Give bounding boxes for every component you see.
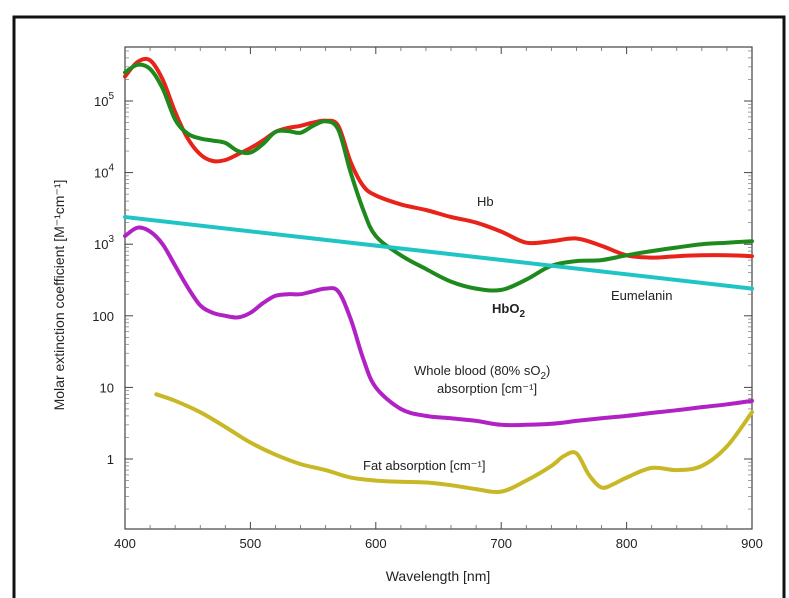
y-tick-label: 104 (94, 163, 114, 181)
annotation-subscript: 2 (540, 371, 546, 382)
annotation-text: Hb (477, 194, 494, 209)
series-line-hbo2 (123, 62, 754, 293)
y-tick-label: 103 (94, 234, 114, 252)
y-axis-title: Molar extinction coefficient [M⁻¹cm⁻¹] (51, 180, 67, 411)
series-line-fat-absorption-cm (154, 392, 754, 494)
y-tick-base: 10 (94, 166, 108, 181)
annotation-eumelanin: Eumelanin (611, 288, 672, 303)
y-tick-exponent: 4 (108, 163, 114, 174)
annotation-text: absorption [cm⁻¹] (437, 381, 537, 396)
y-tick-label: 100 (92, 309, 114, 324)
plot-area (124, 46, 753, 530)
x-tick-label: 800 (616, 536, 638, 551)
annotation-fat: Fat absorption [cm⁻¹] (363, 458, 485, 473)
annotation-blood2: absorption [cm⁻¹] (437, 381, 537, 396)
x-tick-label: 900 (741, 536, 763, 551)
y-tick-base: 10 (94, 237, 108, 252)
y-tick-label: 1 (107, 452, 114, 467)
x-tick-label: 600 (365, 536, 387, 551)
annotation-hbo2: HbO2 (492, 301, 525, 320)
y-tick-exponent: 3 (108, 234, 114, 245)
annotation-text: Whole blood (80% sO (414, 363, 540, 378)
annotation-subscript: 2 (519, 309, 525, 320)
annotation-tail: ) (546, 363, 550, 378)
y-tick-base: 10 (100, 380, 114, 395)
y-tick-label: 10 (100, 380, 114, 395)
y-tick-label: 105 (94, 91, 114, 109)
x-tick-label: 500 (240, 536, 262, 551)
annotation-text: Fat absorption [cm⁻¹] (363, 458, 485, 473)
y-tick-base: 10 (94, 94, 108, 109)
x-axis-title: Wavelength [nm] (386, 568, 491, 584)
y-tick-base: 1 (107, 452, 114, 467)
series-line-whole-blood-80-so2-absor (123, 225, 754, 428)
annotation-blood1: Whole blood (80% sO2) (414, 363, 550, 382)
x-axis-ticks: 400 500 600 700 800 900 (114, 47, 763, 551)
y-tick-base: 100 (92, 309, 114, 324)
y-tick-exponent: 5 (108, 91, 114, 102)
annotation-text: HbO (492, 301, 519, 316)
series-layer (123, 56, 754, 494)
x-tick-label: 700 (490, 536, 512, 551)
annotation-hb: Hb (477, 194, 494, 209)
annotation-text: Eumelanin (611, 288, 672, 303)
series-line-eumelanin (123, 215, 754, 291)
x-tick-label: 400 (114, 536, 136, 551)
